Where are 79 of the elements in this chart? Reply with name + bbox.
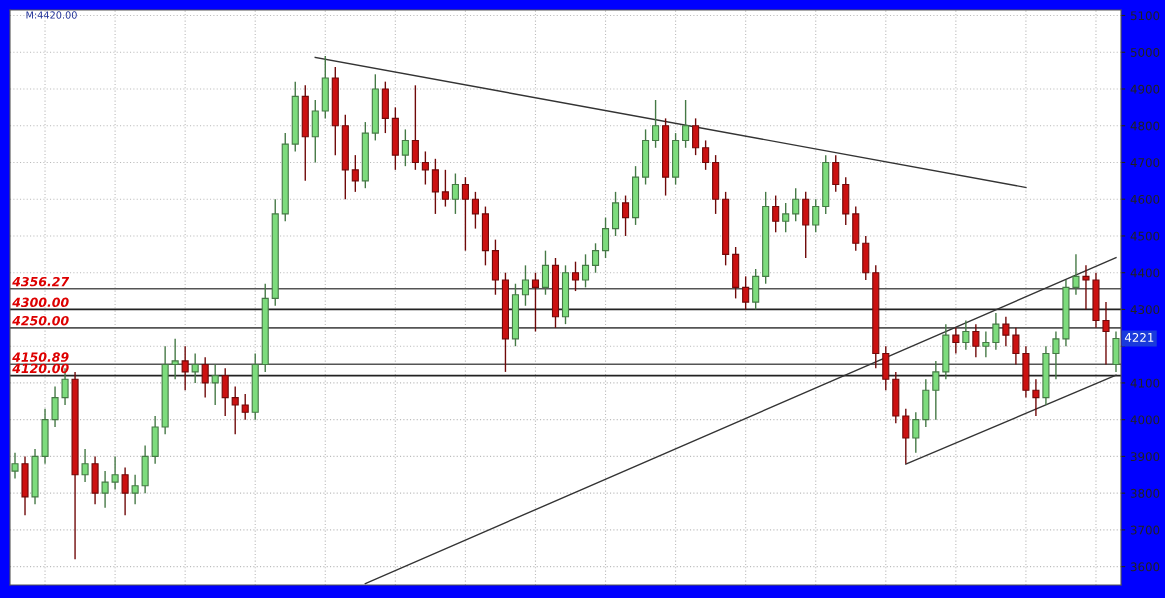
candlestick (131, 474, 139, 505)
candlestick (992, 312, 1000, 351)
candlestick (692, 117, 700, 156)
candlestick (521, 264, 530, 307)
candlestick (912, 411, 920, 454)
candlestick (11, 452, 19, 480)
candlestick (421, 150, 429, 186)
candlestick (832, 154, 840, 193)
candlestick (952, 327, 960, 355)
y-tick-label: 4100 (1130, 378, 1160, 388)
y-tick-label: 4000 (1130, 415, 1160, 425)
candlestick (571, 260, 580, 292)
candlestick (121, 466, 129, 516)
candlestick (231, 385, 239, 436)
candlestick (1002, 316, 1010, 347)
candlestick (541, 249, 550, 296)
candlestick (171, 338, 179, 380)
candlestick (1082, 264, 1090, 311)
y-tick-label: 3800 (1130, 488, 1160, 498)
candlestick (1052, 330, 1060, 380)
candlestick (461, 176, 469, 252)
y-tick-label: 4700 (1130, 158, 1160, 168)
candlestick (792, 187, 800, 222)
annotation: M:4420.00 (26, 11, 77, 19)
candlestick (682, 99, 690, 149)
candlestick (962, 319, 970, 351)
candlestick (652, 99, 660, 149)
candlestick (191, 352, 199, 384)
candlestick (401, 128, 409, 167)
candlestick (1102, 301, 1110, 366)
candlestick (241, 393, 249, 421)
candlestick (932, 360, 940, 421)
candlestick (902, 407, 910, 465)
y-tick-label: 4500 (1130, 231, 1160, 241)
candlestick (972, 323, 980, 358)
candlestick (221, 367, 229, 417)
ref-line-label: 4250.00 (12, 315, 69, 326)
candlestick (1012, 327, 1020, 366)
candlestick (451, 172, 459, 215)
candlestick (351, 154, 359, 193)
candlestick (201, 356, 209, 399)
y-tick-label: 5000 (1130, 47, 1160, 57)
y-tick-label: 4400 (1130, 268, 1160, 278)
candlestick (1032, 378, 1040, 417)
candlestick (782, 202, 790, 233)
candlestick (211, 363, 219, 406)
candlestick (772, 194, 780, 233)
annotation: 4221 (1124, 332, 1154, 342)
candlestick (411, 84, 419, 171)
y-tick-label: 4600 (1130, 194, 1160, 204)
candlestick (431, 158, 439, 215)
candlestick (621, 194, 630, 237)
candlestick (702, 139, 710, 171)
candlestick (982, 330, 990, 358)
y-tick-label: 3700 (1130, 525, 1160, 535)
y-tick-label: 3600 (1130, 562, 1160, 572)
candlestick (591, 242, 600, 274)
candlestick (1072, 253, 1080, 296)
candlestick (531, 272, 540, 333)
candlestick (471, 191, 479, 230)
ref-line-label: 4356.27 (12, 276, 70, 287)
candlestick (111, 455, 119, 491)
y-tick-label: 4900 (1130, 84, 1160, 94)
candlestick (581, 253, 590, 289)
candlestick (812, 198, 820, 233)
candlestick (51, 385, 59, 428)
candlestick (81, 448, 89, 483)
candlestick (601, 216, 610, 259)
y-tick-label: 5100 (1130, 11, 1160, 21)
ref-line-label: 4120.00 (12, 363, 69, 374)
y-tick-label: 3900 (1130, 452, 1160, 462)
candlestick (742, 275, 750, 311)
candlestick (101, 470, 109, 509)
y-tick-label: 4300 (1130, 305, 1160, 315)
ref-line-label: 4150.89 (12, 352, 69, 362)
ref-line-label: 4300.00 (12, 297, 69, 308)
candlestick (441, 169, 449, 208)
y-tick-label: 4800 (1130, 121, 1160, 131)
candlestick (181, 345, 189, 391)
